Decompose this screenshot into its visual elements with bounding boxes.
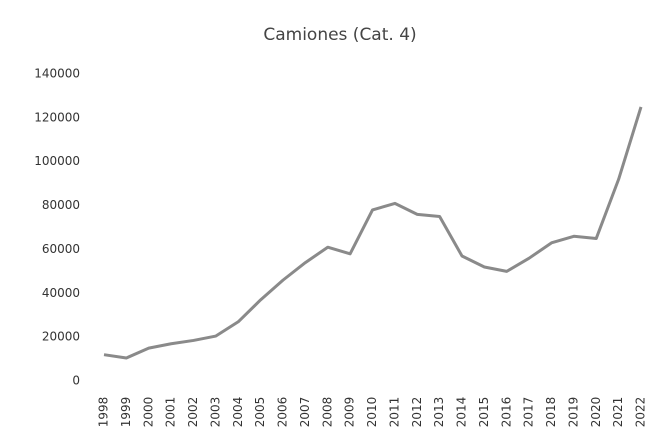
x-tick-label: 2006: [276, 397, 290, 428]
x-tick-label: 2003: [208, 397, 222, 428]
x-tick-label: 2009: [343, 397, 357, 428]
x-tick-label: 2020: [589, 397, 603, 428]
data-line: [103, 106, 643, 360]
x-tick-label: 2010: [365, 397, 379, 428]
y-tick-label: 0: [72, 374, 80, 388]
x-tick-label: 2021: [611, 397, 625, 428]
x-tick-label: 2004: [231, 397, 245, 428]
x-tick-label: 2001: [164, 397, 178, 428]
y-tick-label: 20000: [42, 330, 80, 344]
x-tick-label: 2008: [320, 397, 334, 428]
x-tick-label: 2018: [544, 397, 558, 428]
x-tick-label: 2019: [566, 397, 580, 428]
x-tick-label: 2013: [432, 397, 446, 428]
y-tick-label: 120000: [34, 110, 80, 124]
x-tick-label: 2017: [522, 397, 536, 428]
x-tick-label: 2000: [141, 397, 155, 428]
x-tick-label: 1998: [97, 397, 111, 428]
x-tick-label: 2014: [455, 397, 469, 428]
x-tick-label: 2012: [410, 397, 424, 428]
y-tick-label: 100000: [34, 154, 80, 168]
x-tick-label: 2007: [298, 397, 312, 428]
y-tick-label: 40000: [42, 286, 80, 300]
y-tick-label: 140000: [34, 67, 80, 81]
x-tick-label: 2022: [634, 397, 648, 428]
y-tick-label: 60000: [42, 242, 80, 256]
chart-title: Camiones (Cat. 4): [263, 25, 416, 45]
y-tick-label: 80000: [42, 198, 80, 212]
x-tick-label: 2016: [499, 397, 513, 428]
x-tick-label: 2011: [387, 397, 401, 428]
x-tick-label: 2005: [253, 397, 267, 428]
x-tick-label: 2015: [477, 397, 491, 428]
x-tick-label: 1999: [119, 397, 133, 428]
x-tick-label: 2002: [186, 397, 200, 428]
